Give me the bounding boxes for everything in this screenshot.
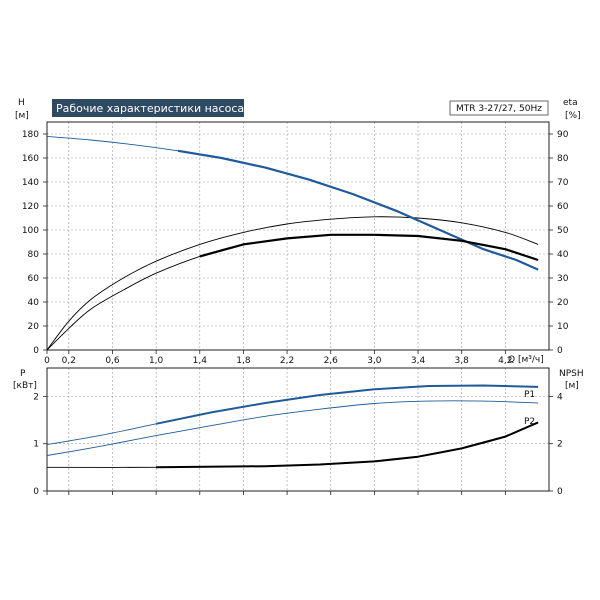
series-label-p2: P2 [524,417,535,427]
y-right-axis-label-eta: eta [563,98,578,108]
lower-grid [47,368,549,491]
upper-series-2-line [46,234,539,351]
upper-x-tick-label: 1,0 [149,356,164,366]
upper-y-right-tick-label: 70 [557,178,569,188]
upper-y-right-tick-label: 40 [557,250,569,260]
upper-panel: 0 20 40 60 80 100 120 140 160 180 0 10 20 30 40 50 60 70 8… [15,98,581,366]
lower-y-tick-label: 2 [33,392,39,402]
upper-x-tick-label: 4,2 [498,356,512,366]
upper-y-right-tick-label: 90 [557,130,569,140]
upper-x-tick-label: 1,8 [236,356,251,366]
upper-y-right-tick-label: 0 [557,346,563,356]
upper-x-tick-label: 2,6 [324,356,339,366]
upper-y-tick-label: 120 [22,202,39,212]
upper-y-tick-label: 40 [28,298,40,308]
upper-grid [47,122,549,350]
lower-curves [46,384,539,469]
upper-x-tick-label: 3,0 [367,356,382,366]
upper-y-tick-label: 80 [28,250,40,260]
y-right-axis-unit-percent: [%] [565,111,581,121]
lower-y-right-tick-label: 4 [557,392,563,402]
y-right-axis-unit-m: [м] [565,381,579,391]
upper-series-0-line [46,135,539,271]
upper-curves [46,135,539,351]
y-right-axis-label-npsh: NPSH [559,369,584,379]
upper-x-tick-label: 2,2 [280,356,294,366]
model-label-box [449,100,549,116]
upper-y-right-tick-label: 30 [557,274,569,284]
lower-plot-frame [46,367,550,492]
upper-series-2-emphasis [199,233,539,262]
upper-x-tick-label: 0,2 [62,356,76,366]
upper-y-tick-label: 20 [28,322,40,332]
lower-panel: 0 1 2 0 2 4 P [кВт] NPSH [м] P1 P2 [13,367,584,497]
upper-y-tick-label: 180 [22,130,39,140]
chart-title-bg [52,99,244,117]
upper-x-tick-label: 3,8 [455,356,470,366]
series-label-p1: P1 [524,390,535,400]
upper-y-tick-label: 140 [22,178,39,188]
upper-y-tick-label: 100 [22,226,39,236]
lower-series-0-line [46,384,539,446]
upper-y-tick-label: 60 [28,274,40,284]
lower-y-tick-label: 1 [33,440,39,450]
upper-tick-labels: 0 20 40 60 80 100 120 140 160 180 0 10 20 30 40 50 60 70 8… [22,130,569,366]
upper-y-right-tick-label: 60 [557,202,569,212]
lower-series-2-emphasis [156,421,539,469]
lower-tick-labels: 0 1 2 0 2 4 [33,392,563,497]
lower-series-1-line [46,400,539,456]
upper-y-right-tick-label: 10 [557,322,569,332]
lower-series-2-line [46,421,539,468]
upper-series-0-emphasis [177,149,539,271]
upper-plot-frame [46,121,550,351]
model-label: MTR 3-27/27, 50Hz [456,104,542,114]
upper-x-tick-label: 3,4 [411,356,426,366]
upper-y-tick-label: 160 [22,154,39,164]
upper-x-tick-label: 0,6 [105,356,120,366]
upper-x-tick-label: 1,4 [193,356,208,366]
lower-y-tick-label: 0 [33,487,39,497]
upper-y-right-tick-label: 50 [557,226,569,236]
upper-series-1-line [46,216,539,351]
lower-series-0-emphasis [155,384,539,425]
lower-y-right-tick-label: 2 [557,440,563,450]
y-axis-unit-m: [м] [15,111,29,121]
chart-title: Рабочие характеристики насоса [56,102,244,115]
x-axis-label-q: Q [м³/ч] [508,355,544,365]
upper-y-right-tick-label: 80 [557,154,569,164]
y-axis-unit-kw: [кВт] [13,381,37,391]
upper-y-right-tick-label: 20 [557,298,569,308]
y-axis-label-h: H [18,98,25,108]
lower-y-right-tick-label: 0 [557,487,563,497]
upper-y-tick-label: 0 [33,346,39,356]
upper-x-tick-label: 0 [44,356,50,366]
y-axis-label-p: P [20,369,26,379]
